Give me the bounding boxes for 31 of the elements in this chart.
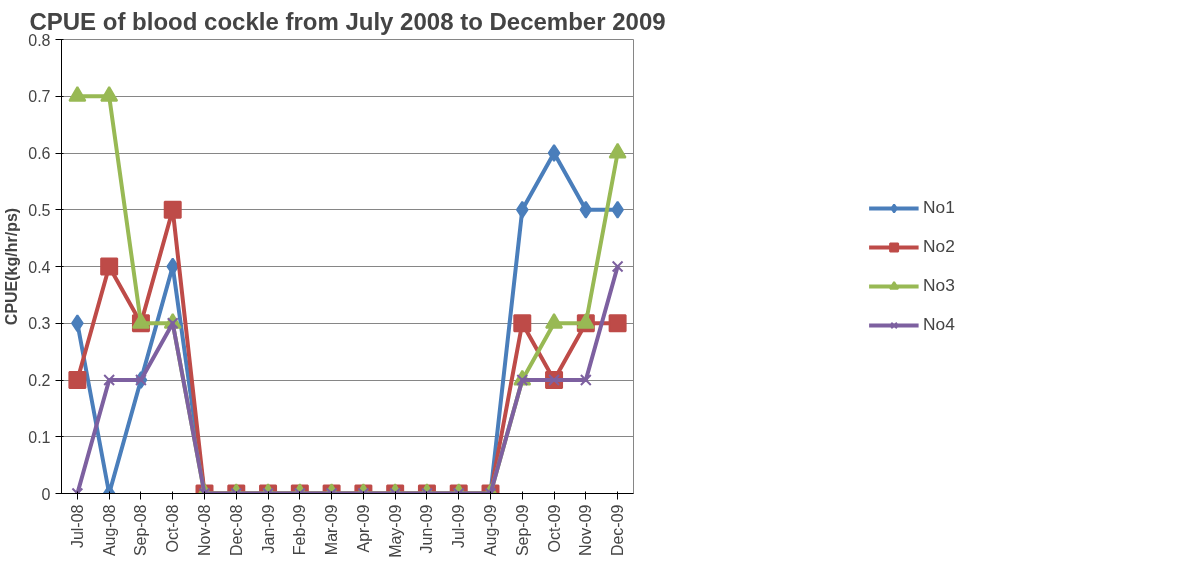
x-tick-label: Dec-09 bbox=[609, 504, 627, 557]
x-tick-label: Sep-08 bbox=[132, 504, 150, 557]
x-tick-label: Aug-09 bbox=[482, 504, 499, 557]
y-tick-label: 0.7 bbox=[28, 88, 51, 106]
legend-label: No3 bbox=[923, 275, 955, 296]
x-tick-label: Apr-09 bbox=[354, 504, 372, 553]
legend-label: No2 bbox=[923, 236, 955, 257]
y-tick-label: 0 bbox=[41, 485, 51, 503]
y-axis-title: CPUE(kg/hr/ps) bbox=[3, 207, 21, 326]
x-tick-label: Oct-08 bbox=[164, 504, 182, 553]
x-tick-label: Mar-09 bbox=[323, 504, 341, 556]
y-tick-label: 0.3 bbox=[28, 315, 51, 333]
x-tick-label: Sep-09 bbox=[513, 504, 531, 557]
y-tick-label: 0.1 bbox=[28, 428, 51, 446]
x-tick-label: Feb-09 bbox=[291, 504, 309, 556]
x-tick-label: Aug-08 bbox=[100, 504, 118, 557]
y-tick-label: 0.2 bbox=[28, 372, 51, 389]
x-tick-label: Jul-08 bbox=[68, 504, 86, 549]
legend-label: No4 bbox=[923, 314, 955, 335]
x-tick-label: May-09 bbox=[386, 504, 404, 558]
x-tick-label: Jul-09 bbox=[450, 504, 468, 549]
x-tick-label: Nov-09 bbox=[577, 504, 595, 557]
y-tick-label: 0.5 bbox=[28, 201, 51, 219]
x-tick-label: Nov-08 bbox=[196, 504, 213, 557]
x-tick-label: Jan-09 bbox=[259, 504, 277, 554]
x-tick-label: Oct-09 bbox=[545, 504, 563, 553]
y-tick-label: 0.6 bbox=[28, 145, 51, 162]
x-tick-label: Jun-09 bbox=[418, 504, 436, 554]
y-tick-label: 0.4 bbox=[28, 258, 51, 276]
legend-label: No1 bbox=[923, 197, 955, 218]
x-tick-label: Dec-08 bbox=[227, 504, 245, 557]
